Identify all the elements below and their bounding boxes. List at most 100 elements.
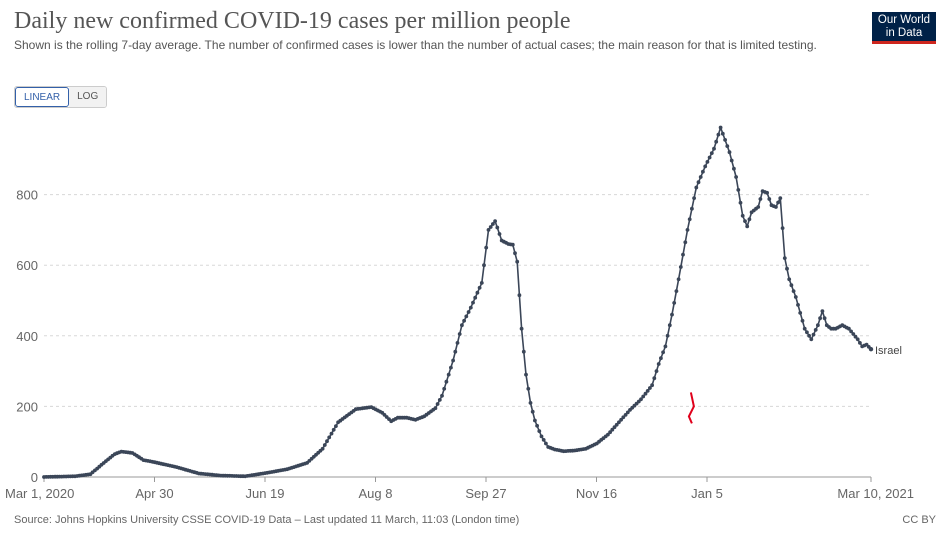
- y-tick-label: 0: [31, 470, 38, 485]
- data-point: [820, 309, 825, 313]
- data-point: [703, 164, 708, 169]
- data-point: [853, 334, 858, 339]
- data-point: [851, 332, 856, 336]
- data-point: [670, 312, 674, 317]
- data-point: [437, 398, 442, 402]
- y-tick-label: 200: [16, 399, 38, 414]
- data-point: [526, 386, 531, 391]
- data-point: [796, 303, 800, 307]
- x-tick-label: Nov 16: [576, 486, 617, 501]
- data-point: [656, 362, 661, 366]
- data-point: [617, 420, 621, 425]
- data-point: [725, 144, 730, 149]
- owid-logo[interactable]: Our World in Data: [872, 12, 936, 44]
- data-point: [460, 323, 464, 328]
- data-point: [698, 175, 703, 179]
- data-point: [334, 424, 338, 428]
- data-point: [444, 379, 449, 384]
- data-point: [457, 332, 462, 336]
- series-label-israel: Israel: [875, 345, 902, 357]
- data-point: [477, 285, 482, 290]
- data-point: [528, 401, 533, 405]
- data-point: [625, 410, 630, 415]
- data-point: [650, 383, 654, 388]
- data-point: [723, 138, 727, 142]
- data-point: [484, 245, 489, 250]
- chart-subtitle: Shown is the rolling 7-day average. The …: [14, 38, 817, 52]
- data-point: [468, 305, 473, 310]
- data-point: [482, 263, 486, 268]
- y-tick-label: 800: [16, 188, 38, 203]
- x-tick-label: Aug 8: [359, 486, 393, 501]
- data-point: [729, 158, 734, 163]
- data-point: [745, 224, 750, 229]
- data-point: [774, 205, 778, 209]
- data-point: [678, 265, 683, 269]
- data-point: [787, 277, 792, 282]
- data-point: [537, 429, 542, 433]
- data-point: [329, 431, 334, 436]
- data-point: [510, 242, 515, 247]
- data-point: [515, 259, 520, 264]
- data-point: [756, 205, 761, 209]
- data-point: [694, 185, 699, 190]
- data-point: [847, 326, 851, 331]
- data-point: [798, 311, 803, 315]
- data-point: [716, 132, 721, 137]
- data-point: [667, 323, 672, 328]
- chart-title: Daily new confirmed COVID-19 cases per m…: [14, 8, 571, 34]
- logo-line1: Our World: [877, 14, 931, 26]
- data-point: [541, 438, 546, 442]
- data-point: [648, 386, 652, 390]
- data-point: [331, 427, 336, 432]
- data-point: [621, 415, 626, 420]
- data-point: [740, 213, 745, 218]
- data-point: [743, 219, 747, 224]
- data-point: [612, 425, 617, 430]
- data-point: [442, 386, 447, 391]
- series-line-israel: [43, 126, 872, 478]
- data-point: [791, 289, 796, 293]
- data-point: [641, 394, 646, 399]
- data-point: [758, 197, 763, 201]
- data-point: [530, 409, 535, 414]
- data-point: [471, 300, 475, 305]
- data-point: [776, 200, 780, 205]
- data-point: [734, 175, 738, 179]
- data-point: [435, 402, 440, 406]
- data-point: [780, 226, 785, 231]
- data-point: [643, 391, 648, 396]
- y-tick-label: 600: [16, 258, 38, 273]
- data-point: [813, 328, 818, 332]
- data-point: [464, 314, 469, 319]
- data-point: [440, 393, 444, 398]
- source-note[interactable]: Source: Johns Hopkins University CSSE CO…: [14, 514, 520, 526]
- data-point: [610, 427, 615, 432]
- log-scale-button[interactable]: LOG: [69, 87, 107, 107]
- data-point: [473, 295, 478, 300]
- data-point: [868, 347, 874, 352]
- data-point: [517, 293, 522, 298]
- data-point: [466, 310, 471, 314]
- data-point: [479, 281, 484, 285]
- data-point: [687, 217, 692, 222]
- annotation-marker: [687, 392, 695, 424]
- data-point: [692, 196, 696, 201]
- data-point: [639, 397, 643, 402]
- data-point: [488, 225, 493, 229]
- data-point: [475, 290, 480, 295]
- scale-toggle: LINEAR LOG: [14, 86, 108, 108]
- data-point: [623, 413, 628, 417]
- data-point: [785, 266, 789, 271]
- data-point: [807, 333, 811, 338]
- data-point: [793, 295, 798, 299]
- data-point: [322, 443, 327, 447]
- linear-scale-button[interactable]: LINEAR: [15, 87, 70, 107]
- data-point: [738, 200, 743, 205]
- data-point: [614, 422, 619, 427]
- data-point: [805, 330, 809, 335]
- data-point: [433, 406, 438, 411]
- data-point: [497, 232, 502, 236]
- license-label[interactable]: CC BY: [902, 514, 936, 526]
- data-point: [659, 356, 663, 361]
